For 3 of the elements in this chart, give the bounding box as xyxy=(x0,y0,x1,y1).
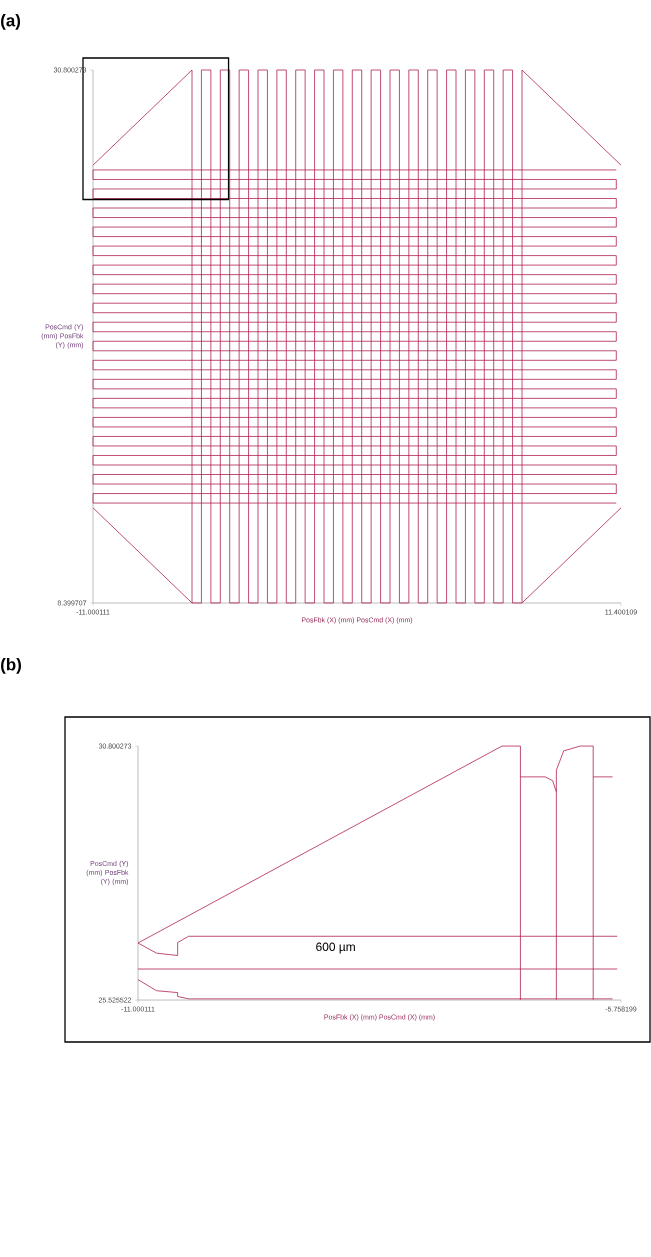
annotation: 600 µm xyxy=(316,942,355,954)
chart-title: (b) xyxy=(1,658,21,674)
chart-title: (a) xyxy=(1,14,21,30)
